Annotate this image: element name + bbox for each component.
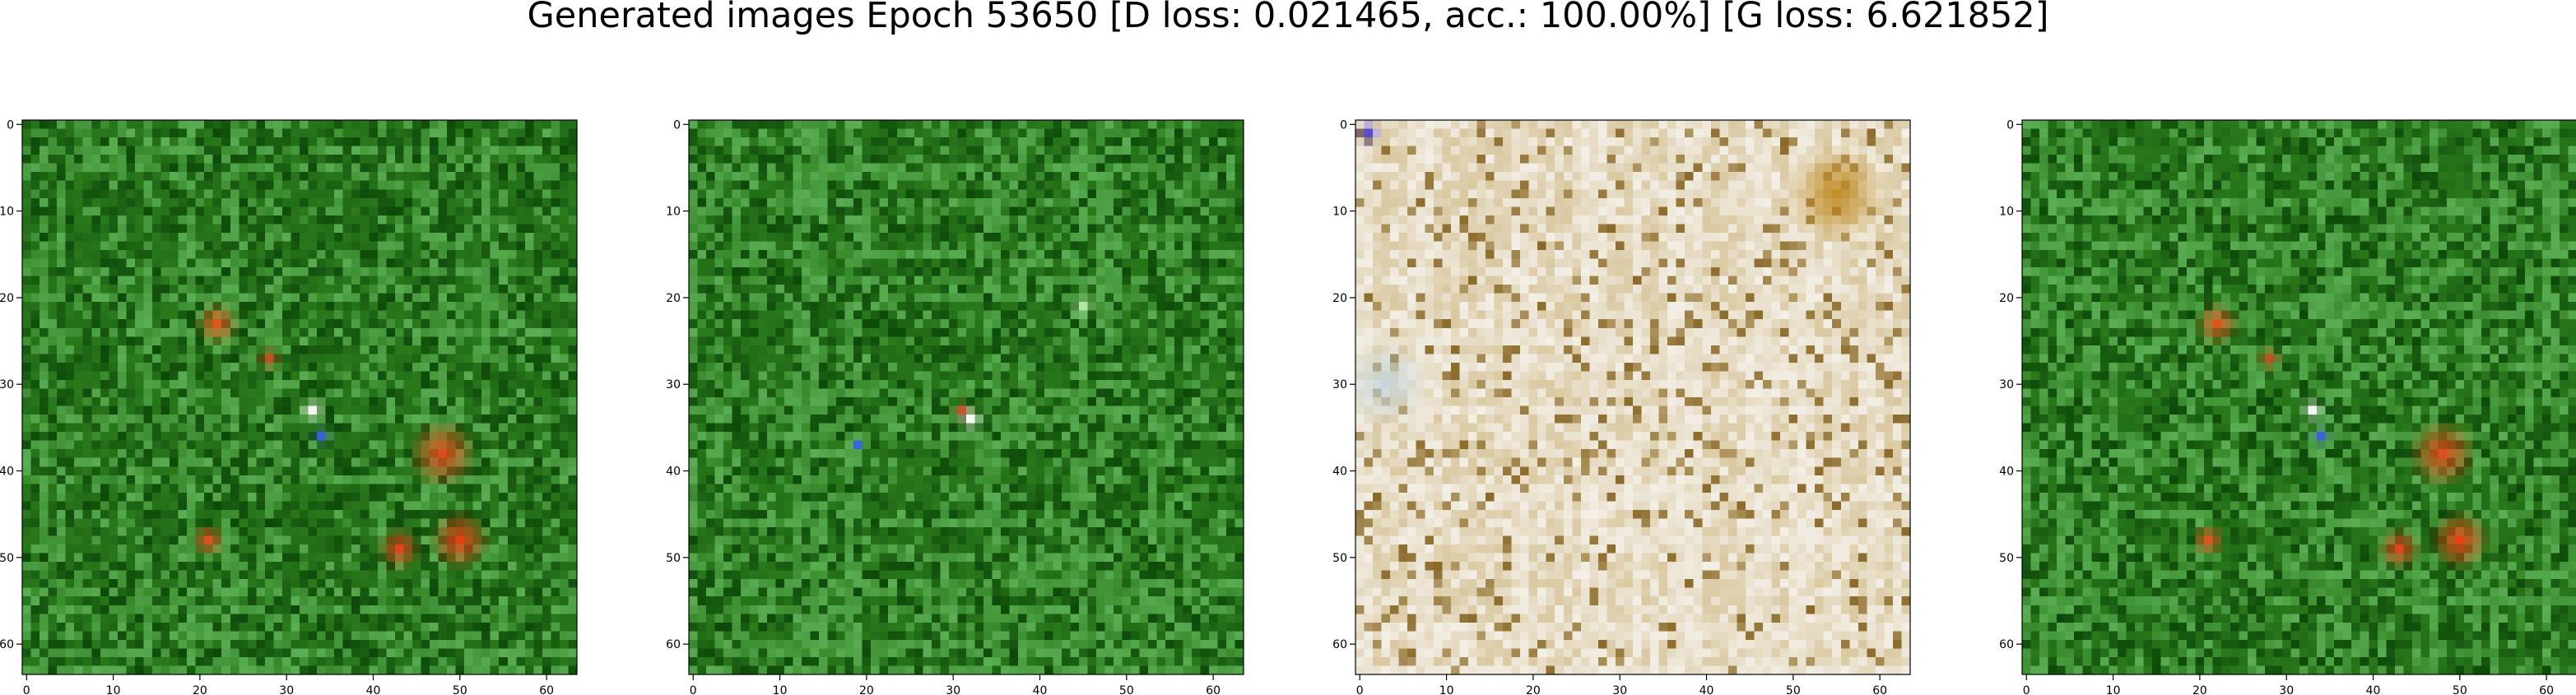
subplot-3: 0 10 20 30 40 50 60 0 10 20 30 40 50 60 [1332, 118, 1911, 695]
y-tick-label: 50 [1332, 552, 1347, 565]
y-tick-label: 40 [666, 466, 681, 479]
x-tick-label: 20 [859, 684, 874, 695]
x-tick-label: 30 [2279, 684, 2294, 695]
x-tick-label: 20 [193, 684, 207, 695]
x-tick-label: 40 [2366, 684, 2381, 695]
x-tick-label: 60 [1206, 684, 1221, 695]
y-tick-label: 20 [0, 292, 14, 305]
y-tick-label: 50 [1999, 552, 2014, 565]
x-tick-label: 10 [1439, 684, 1454, 695]
subplot-4: 0 10 20 30 40 50 60 0 10 20 30 40 50 60 [1999, 118, 2576, 695]
y-tick-label: 60 [1999, 638, 2014, 651]
y-tick-label: 0 [7, 118, 14, 132]
x-tick-label: 30 [946, 684, 960, 695]
x-tick-label: 40 [1700, 684, 1714, 695]
x-tick-label: 0 [1356, 684, 1364, 695]
x-tick-label: 0 [2023, 684, 2030, 695]
y-tick-label: 40 [1999, 466, 2014, 479]
x-tick-label: 10 [773, 684, 788, 695]
y-tick-label: 50 [666, 552, 681, 565]
y-tick-label: 10 [1999, 206, 2014, 219]
y-tick-label: 20 [1332, 292, 1347, 305]
generated-image-1 [22, 120, 577, 674]
subplot-1: 0 10 20 30 40 50 60 0 10 20 30 40 50 60 [0, 118, 578, 695]
subplot-2: 0 10 20 30 40 50 60 0 10 20 30 40 50 60 [666, 118, 1244, 695]
y-tick-label: 0 [2006, 118, 2014, 132]
generated-image-3 [1355, 120, 1910, 674]
x-tick-label: 20 [2192, 684, 2207, 695]
x-tick-label: 50 [1786, 684, 1801, 695]
x-tick-label: 50 [2453, 684, 2467, 695]
generated-image-4 [2022, 120, 2576, 674]
x-tick-label: 40 [1033, 684, 1048, 695]
y-tick-label: 10 [666, 206, 681, 219]
x-tick-label: 0 [690, 684, 697, 695]
x-tick-label: 0 [23, 684, 30, 695]
x-tick-label: 10 [2106, 684, 2121, 695]
generated-image-2 [689, 120, 1244, 674]
figure-title: Generated images Epoch 53650 [D loss: 0.… [527, 0, 2049, 36]
y-tick-label: 50 [0, 552, 14, 565]
y-tick-label: 0 [1340, 118, 1347, 132]
axes-frame [21, 119, 578, 675]
x-tick-label: 50 [453, 684, 467, 695]
axes-frame [1355, 119, 1911, 675]
x-tick-label: 30 [1612, 684, 1627, 695]
y-tick-label: 60 [1332, 638, 1347, 651]
y-tick-label: 10 [1332, 206, 1347, 219]
x-tick-label: 60 [539, 684, 554, 695]
y-tick-label: 10 [0, 206, 14, 219]
y-tick-label: 40 [0, 466, 14, 479]
y-tick-label: 40 [1332, 466, 1347, 479]
axes-frame [688, 119, 1244, 675]
x-tick-label: 60 [1872, 684, 1887, 695]
y-tick-label: 60 [0, 638, 14, 651]
y-tick-label: 20 [666, 292, 681, 305]
y-tick-label: 30 [1999, 378, 2014, 392]
x-tick-label: 30 [279, 684, 294, 695]
x-tick-label: 10 [106, 684, 121, 695]
axes-frame [2021, 119, 2576, 675]
y-tick-label: 20 [1999, 292, 2014, 305]
x-tick-label: 20 [1526, 684, 1541, 695]
y-tick-label: 30 [1332, 378, 1347, 392]
y-tick-label: 30 [666, 378, 681, 392]
y-tick-label: 0 [673, 118, 681, 132]
y-tick-label: 30 [0, 378, 14, 392]
x-tick-label: 40 [366, 684, 381, 695]
y-tick-label: 60 [666, 638, 681, 651]
x-tick-label: 60 [2539, 684, 2554, 695]
x-tick-label: 50 [1119, 684, 1134, 695]
